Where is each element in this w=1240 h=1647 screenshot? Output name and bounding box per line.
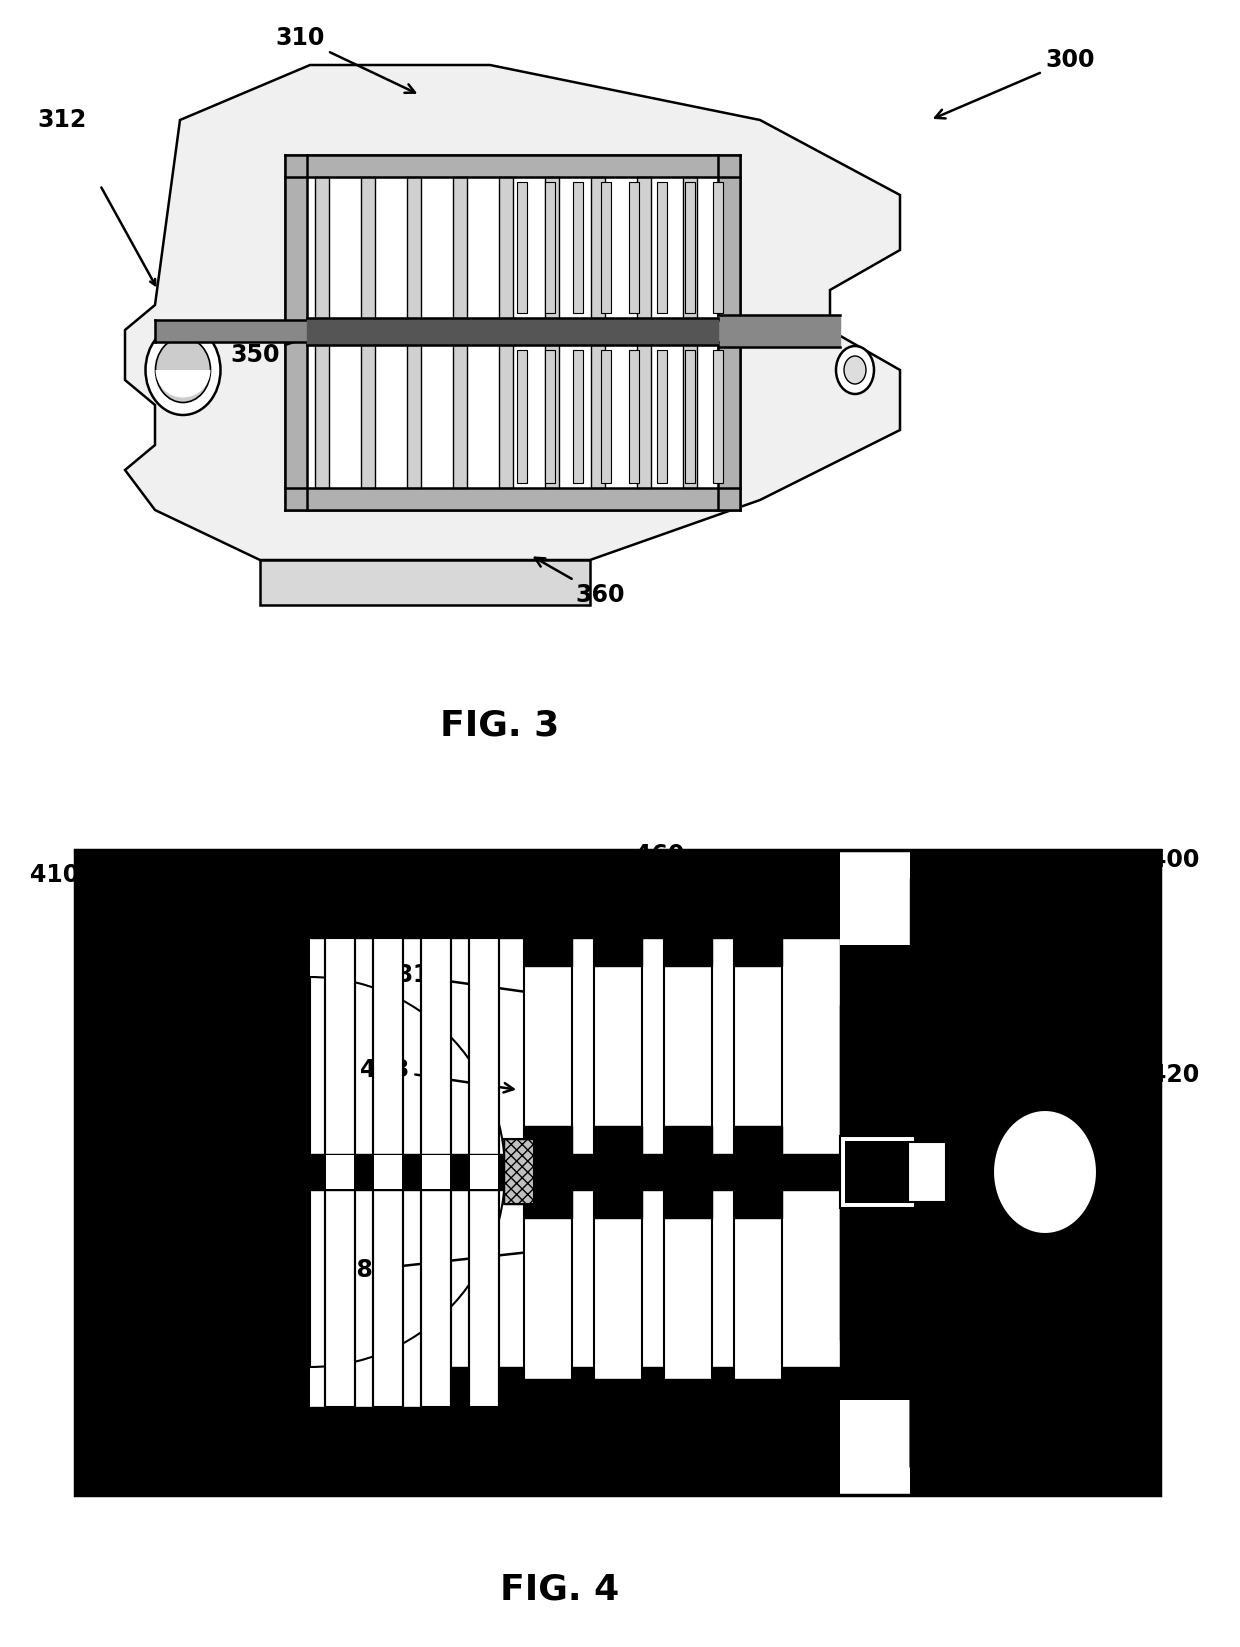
Bar (684, 351, 694, 483)
Text: 350: 350 (231, 331, 325, 367)
Bar (734, 1191, 782, 1407)
Text: 482: 482 (340, 1247, 542, 1281)
Text: 310: 310 (275, 26, 415, 92)
Bar (498, 176, 513, 488)
Bar (361, 176, 374, 488)
Bar (525, 1127, 572, 1155)
Bar (374, 1155, 402, 1189)
Bar (734, 1379, 782, 1407)
Bar (637, 176, 651, 488)
Bar (663, 939, 712, 967)
Bar (517, 183, 527, 313)
Bar (601, 351, 611, 483)
Bar (839, 1400, 910, 1495)
Bar (663, 1191, 712, 1219)
Bar (315, 176, 329, 488)
Bar (663, 1191, 712, 1407)
Bar (683, 176, 697, 488)
Text: 312: 312 (37, 109, 87, 132)
Bar (591, 176, 605, 488)
Bar (573, 351, 583, 483)
Bar (453, 176, 467, 488)
Bar (422, 939, 451, 1407)
Bar (310, 878, 839, 939)
Bar (310, 878, 839, 1467)
Polygon shape (993, 1110, 1097, 1234)
Bar (74, 850, 1159, 1495)
Bar (734, 939, 782, 1155)
Bar (310, 1407, 839, 1467)
Ellipse shape (155, 338, 211, 402)
Bar (594, 1127, 642, 1155)
Bar (713, 351, 723, 483)
Bar (546, 176, 559, 488)
Bar (546, 351, 556, 483)
Bar (629, 183, 639, 313)
Bar (657, 183, 667, 313)
Bar (734, 1191, 782, 1219)
Polygon shape (125, 64, 900, 560)
Bar (503, 1140, 534, 1204)
Bar (326, 1155, 353, 1189)
Bar (450, 1367, 839, 1407)
Bar (503, 1140, 534, 1204)
Bar (525, 939, 572, 1155)
Bar (908, 1141, 946, 1202)
Bar (844, 1141, 910, 1202)
Bar (629, 351, 639, 483)
Ellipse shape (836, 346, 874, 394)
Wedge shape (310, 977, 505, 1367)
Text: 483: 483 (361, 1057, 513, 1092)
Bar (839, 850, 1159, 1495)
Ellipse shape (844, 356, 866, 384)
Text: FIG. 4: FIG. 4 (501, 1573, 620, 1607)
Text: 400: 400 (1105, 848, 1199, 903)
Bar (407, 176, 422, 488)
Text: 300: 300 (935, 48, 1095, 119)
Bar (373, 939, 403, 1407)
Text: 481: 481 (381, 963, 542, 998)
Bar (546, 183, 556, 313)
Polygon shape (839, 878, 1132, 1467)
Bar (684, 183, 694, 313)
Bar (285, 155, 740, 511)
Bar (663, 1379, 712, 1407)
Bar (74, 850, 1159, 1495)
Bar (525, 1379, 572, 1407)
Text: FIG. 3: FIG. 3 (440, 708, 559, 743)
Bar (525, 1191, 572, 1219)
Bar (525, 1155, 804, 1191)
Text: 360: 360 (534, 558, 625, 608)
Bar (839, 1136, 915, 1207)
Bar (594, 939, 642, 967)
Bar (470, 1155, 498, 1189)
Wedge shape (155, 371, 211, 397)
Bar (74, 1155, 1159, 1191)
Text: 410: 410 (30, 863, 79, 888)
Bar (469, 939, 498, 1407)
Bar (325, 939, 355, 1407)
Bar (594, 939, 642, 1155)
Bar (525, 1191, 572, 1407)
Polygon shape (260, 560, 590, 604)
Text: 450: 450 (105, 1257, 195, 1281)
Bar (594, 1379, 642, 1407)
Bar (594, 1191, 642, 1407)
Ellipse shape (145, 324, 221, 415)
Bar (839, 850, 910, 945)
Bar (663, 939, 712, 1155)
Bar (713, 183, 723, 313)
Bar (525, 939, 572, 967)
Bar (422, 1155, 450, 1189)
Text: 420: 420 (1109, 1062, 1199, 1138)
Bar (663, 1127, 712, 1155)
Bar (573, 183, 583, 313)
Text: 460: 460 (635, 843, 696, 886)
Bar (601, 183, 611, 313)
Bar (657, 351, 667, 483)
Bar (734, 1127, 782, 1155)
Bar (594, 1191, 642, 1219)
Bar (734, 939, 782, 967)
Bar (517, 351, 527, 483)
